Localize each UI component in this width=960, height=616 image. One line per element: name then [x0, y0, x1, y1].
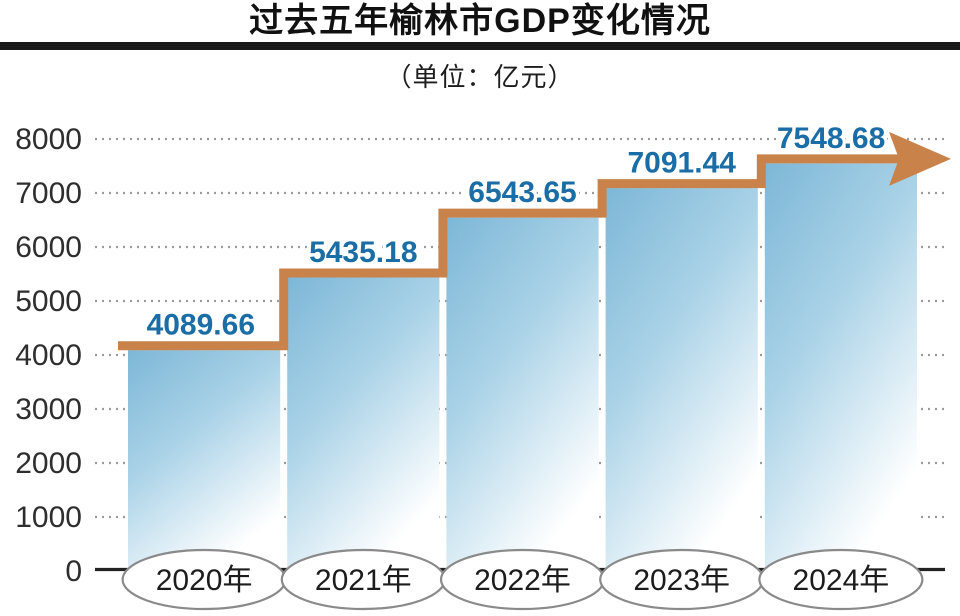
- ytick-5000: 5000: [15, 285, 82, 318]
- year-ellipse-2024年: [758, 548, 924, 611]
- trend-step-line: [118, 154, 901, 351]
- year-label-2020年: 2020年: [156, 564, 253, 597]
- year-label-2022年: 2022年: [474, 564, 571, 597]
- year-label-2024年: 2024年: [793, 564, 890, 597]
- value-label-2022年: 6543.65: [468, 176, 576, 209]
- ytick-3000: 3000: [15, 393, 82, 426]
- ytick-7000: 7000: [15, 177, 82, 210]
- trend-arrowhead: [889, 131, 951, 186]
- page-title: 过去五年榆林市GDP变化情况: [249, 2, 711, 40]
- title-divider: [0, 42, 960, 50]
- ytick-0: 0: [65, 555, 82, 588]
- bar-2024年: [764, 163, 917, 571]
- ytick-4000: 4000: [15, 339, 82, 372]
- value-label-2020年: 4089.66: [147, 309, 255, 342]
- bar-2020年: [128, 350, 281, 571]
- ytick-2000: 2000: [15, 447, 82, 480]
- value-label-2024年: 7548.68: [777, 122, 885, 155]
- value-label-2021年: 5435.18: [309, 236, 417, 269]
- bar-2023年: [605, 188, 758, 571]
- ytick-1000: 1000: [15, 501, 82, 534]
- bar-2022年: [446, 217, 599, 572]
- year-label-2023年: 2023年: [633, 564, 730, 597]
- bar-2021年: [287, 277, 440, 571]
- year-label-2021年: 2021年: [315, 564, 412, 597]
- ytick-6000: 6000: [15, 231, 82, 264]
- value-label-2023年: 7091.44: [627, 147, 736, 180]
- ytick-8000: 8000: [15, 123, 82, 156]
- unit-label: （单位：亿元）: [385, 62, 575, 92]
